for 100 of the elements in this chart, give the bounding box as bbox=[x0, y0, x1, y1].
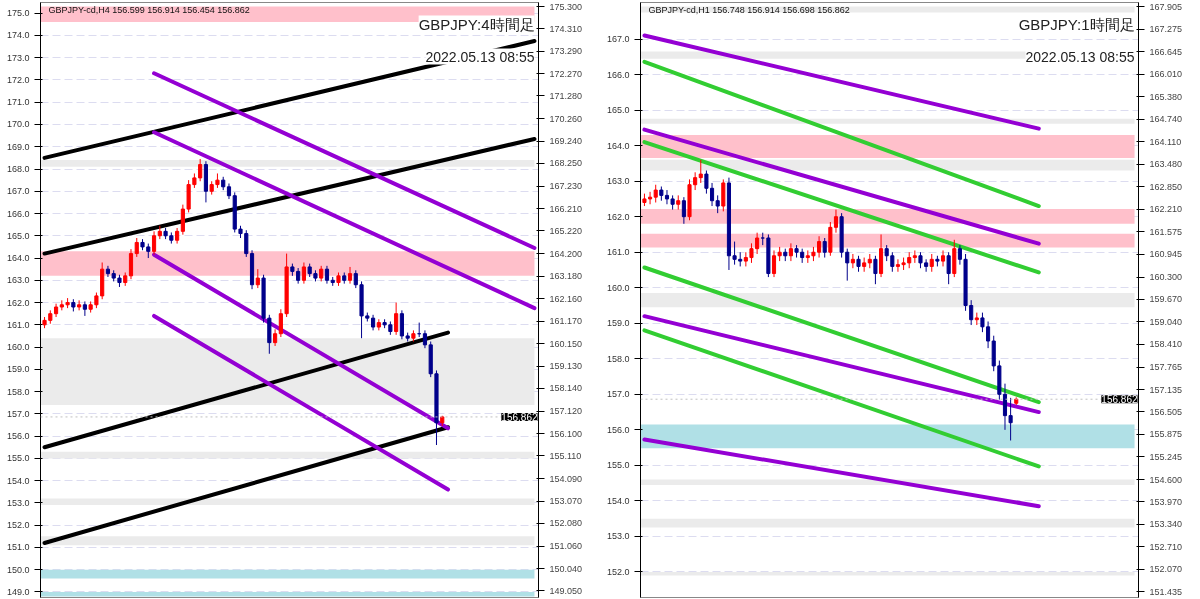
y-tick-label: 160.0 bbox=[6, 342, 30, 353]
y2-tick-label: 172.270 bbox=[549, 68, 583, 79]
y-tick-label: 166.0 bbox=[6, 208, 30, 219]
candlestick bbox=[721, 178, 726, 212]
candlestick bbox=[347, 266, 353, 285]
y2-tick-label: 163.480 bbox=[1149, 159, 1183, 170]
candlestick bbox=[77, 299, 82, 311]
y2-tick-label: 153.340 bbox=[1149, 519, 1183, 530]
candlestick bbox=[255, 268, 260, 289]
y-tick-label: 152.0 bbox=[6, 520, 30, 531]
y-tick-label: 159.0 bbox=[606, 318, 630, 329]
y2-tick-label: 153.970 bbox=[1149, 496, 1183, 507]
y-tick-label: 168.0 bbox=[6, 164, 30, 174]
text: 2022.05.13 08:55 bbox=[425, 48, 535, 65]
y2-tick-label: 169.240 bbox=[549, 136, 583, 147]
candlestick bbox=[301, 261, 306, 285]
y2-tick-label: 167.905 bbox=[1149, 1, 1183, 12]
y-tick-label: 157.0 bbox=[606, 389, 630, 400]
y2-tick-label: 158.410 bbox=[1149, 339, 1183, 350]
y-tick-label: 149.0 bbox=[6, 586, 30, 597]
y2-tick-label: 160.300 bbox=[1149, 272, 1183, 283]
y2-tick-label: 162.160 bbox=[549, 294, 583, 304]
y2-tick-label: 164.740 bbox=[1149, 114, 1183, 125]
y2-tick-label: 152.080 bbox=[549, 518, 583, 529]
y-tick-label: 174.0 bbox=[6, 30, 30, 41]
y-tick-label: 162.0 bbox=[606, 211, 630, 222]
candlestick bbox=[873, 255, 878, 285]
y2-tick-label: 160.945 bbox=[1149, 249, 1183, 260]
y2-tick-label: 158.140 bbox=[549, 383, 583, 394]
y-tick-label: 161.0 bbox=[606, 247, 630, 258]
candlestick bbox=[105, 265, 111, 278]
text: 2022.05.13 08:55 bbox=[1025, 48, 1135, 65]
y2-tick-label: 159.130 bbox=[549, 361, 583, 372]
y2-tick-label: 162.210 bbox=[1149, 204, 1183, 215]
y-tick-label: 156.0 bbox=[6, 431, 30, 442]
y-tick-label: 153.0 bbox=[606, 531, 630, 542]
y2-tick-label: 156.100 bbox=[549, 428, 583, 439]
y2-tick-label: 151.435 bbox=[1149, 586, 1183, 597]
candlestick bbox=[850, 253, 855, 269]
y2-tick-label: 150.040 bbox=[549, 563, 583, 574]
y-tick-label: 153.0 bbox=[6, 497, 30, 508]
candlestick bbox=[940, 249, 946, 267]
y-tick-label: 167.0 bbox=[606, 34, 630, 45]
y2-tick-label: 167.230 bbox=[549, 181, 583, 192]
y2-tick-label: 159.670 bbox=[1149, 294, 1183, 305]
candlestick bbox=[394, 302, 399, 336]
y2-tick-label: 154.090 bbox=[549, 473, 583, 484]
candlestick bbox=[862, 257, 867, 273]
y2-tick-label: 151.060 bbox=[549, 541, 583, 552]
y-tick-label: 167.0 bbox=[6, 186, 30, 197]
y2-tick-label: 155.875 bbox=[1149, 429, 1183, 440]
y-tick-label: 154.0 bbox=[6, 475, 30, 486]
y-tick-label: 166.0 bbox=[606, 69, 630, 80]
y-tick-label: 155.0 bbox=[6, 453, 30, 464]
y2-tick-label: 157.765 bbox=[1149, 362, 1183, 373]
y-tick-label: 170.0 bbox=[6, 119, 30, 130]
candlestick bbox=[822, 237, 827, 259]
candlestick bbox=[128, 248, 134, 280]
y2-tick-label: 171.280 bbox=[549, 90, 583, 101]
y-tick-label: 173.0 bbox=[6, 52, 30, 63]
y2-tick-label: 174.310 bbox=[549, 23, 583, 34]
candlestick bbox=[1008, 397, 1013, 441]
text: GBPJPY:1時間足 bbox=[1018, 15, 1135, 33]
text: GBPJPY:4時間足 bbox=[418, 15, 535, 33]
y2-tick-label: 170.260 bbox=[549, 113, 583, 124]
candlestick bbox=[198, 158, 203, 182]
y-tick-label: 165.0 bbox=[606, 105, 630, 116]
candlestick bbox=[151, 230, 157, 256]
y2-tick-label: 154.600 bbox=[1149, 474, 1183, 485]
y2-tick-label: 156.505 bbox=[1149, 406, 1183, 417]
y2-tick-label: 155.110 bbox=[549, 450, 582, 461]
y-tick-label: 152.0 bbox=[606, 566, 630, 577]
ref-line-label: 156.862 bbox=[501, 411, 538, 423]
y-tick-label: 171.0 bbox=[6, 97, 30, 108]
y-tick-label: 163.0 bbox=[606, 176, 630, 187]
y2-tick-label: 168.250 bbox=[549, 158, 583, 169]
y-tick-label: 158.0 bbox=[6, 386, 30, 397]
candlestick bbox=[704, 170, 709, 195]
y-tick-label: 164.0 bbox=[6, 253, 30, 264]
y-tick-label: 169.0 bbox=[6, 141, 30, 152]
candlestick bbox=[710, 182, 715, 207]
y2-tick-label: 152.070 bbox=[1149, 564, 1183, 575]
candlestick bbox=[134, 237, 139, 258]
annotation: GBPJPY-cd,H4 156.599 156.914 156.454 156.862 bbox=[48, 4, 250, 15]
y-tick-label: 163.0 bbox=[6, 275, 30, 286]
candlestick bbox=[681, 196, 686, 225]
y2-tick-label: 160.150 bbox=[549, 338, 583, 349]
y-tick-label: 156.0 bbox=[606, 424, 630, 435]
annotation: GBPJPY-cd,H1 156.748 156.914 156.698 156.862 bbox=[648, 4, 850, 15]
y-tick-label: 159.0 bbox=[6, 364, 30, 375]
y2-tick-label: 173.290 bbox=[549, 46, 583, 57]
y-tick-label: 155.0 bbox=[606, 460, 630, 471]
y-tick-label: 165.0 bbox=[6, 230, 30, 241]
y-tick-label: 151.0 bbox=[6, 542, 30, 553]
y-tick-label: 172.0 bbox=[6, 74, 30, 85]
candlestick bbox=[912, 249, 917, 264]
candlestick bbox=[946, 251, 951, 285]
y2-tick-label: 166.210 bbox=[549, 203, 583, 214]
y-tick-label: 157.0 bbox=[6, 408, 30, 419]
y-tick-label: 175.0 bbox=[6, 8, 30, 19]
